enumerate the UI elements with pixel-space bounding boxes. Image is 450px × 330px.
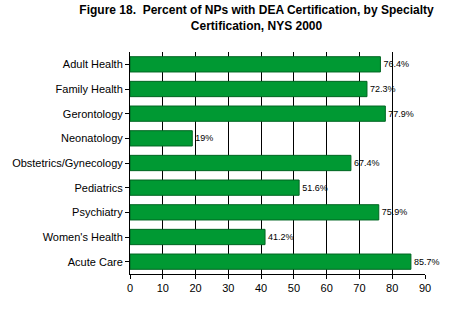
- svg-text:85.7%: 85.7%: [414, 257, 440, 267]
- svg-text:80: 80: [386, 282, 398, 294]
- svg-text:70: 70: [353, 282, 365, 294]
- svg-text:Psychiatry: Psychiatry: [72, 206, 123, 218]
- svg-text:0: 0: [127, 282, 133, 294]
- svg-text:Acute Care: Acute Care: [68, 256, 123, 268]
- svg-text:40: 40: [255, 282, 267, 294]
- svg-text:30: 30: [222, 282, 234, 294]
- svg-text:60: 60: [321, 282, 333, 294]
- svg-text:Family Health: Family Health: [56, 83, 123, 95]
- svg-text:Obstetrics/Gynecology: Obstetrics/Gynecology: [12, 157, 123, 169]
- svg-text:41.2%: 41.2%: [268, 232, 294, 242]
- svg-text:Women's Health: Women's Health: [43, 231, 123, 243]
- svg-text:77.9%: 77.9%: [388, 109, 414, 119]
- svg-text:19%: 19%: [195, 133, 213, 143]
- svg-text:51.6%: 51.6%: [302, 183, 328, 193]
- svg-text:20: 20: [189, 282, 201, 294]
- svg-text:75.9%: 75.9%: [382, 207, 408, 217]
- svg-text:90: 90: [419, 282, 431, 294]
- svg-text:Figure 18. Percent of NPs wit: Figure 18. Percent of NPs with DEA Certi…: [79, 3, 434, 33]
- svg-text:50: 50: [288, 282, 300, 294]
- svg-text:10: 10: [157, 282, 169, 294]
- svg-text:76.4%: 76.4%: [383, 59, 409, 69]
- svg-text:Gerontology: Gerontology: [63, 108, 123, 120]
- svg-text:72.3%: 72.3%: [370, 84, 396, 94]
- svg-text:67.4%: 67.4%: [354, 158, 380, 168]
- svg-text:Pediatrics: Pediatrics: [75, 182, 124, 194]
- svg-text:Adult Health: Adult Health: [63, 58, 123, 70]
- svg-text:Neonatology: Neonatology: [61, 132, 123, 144]
